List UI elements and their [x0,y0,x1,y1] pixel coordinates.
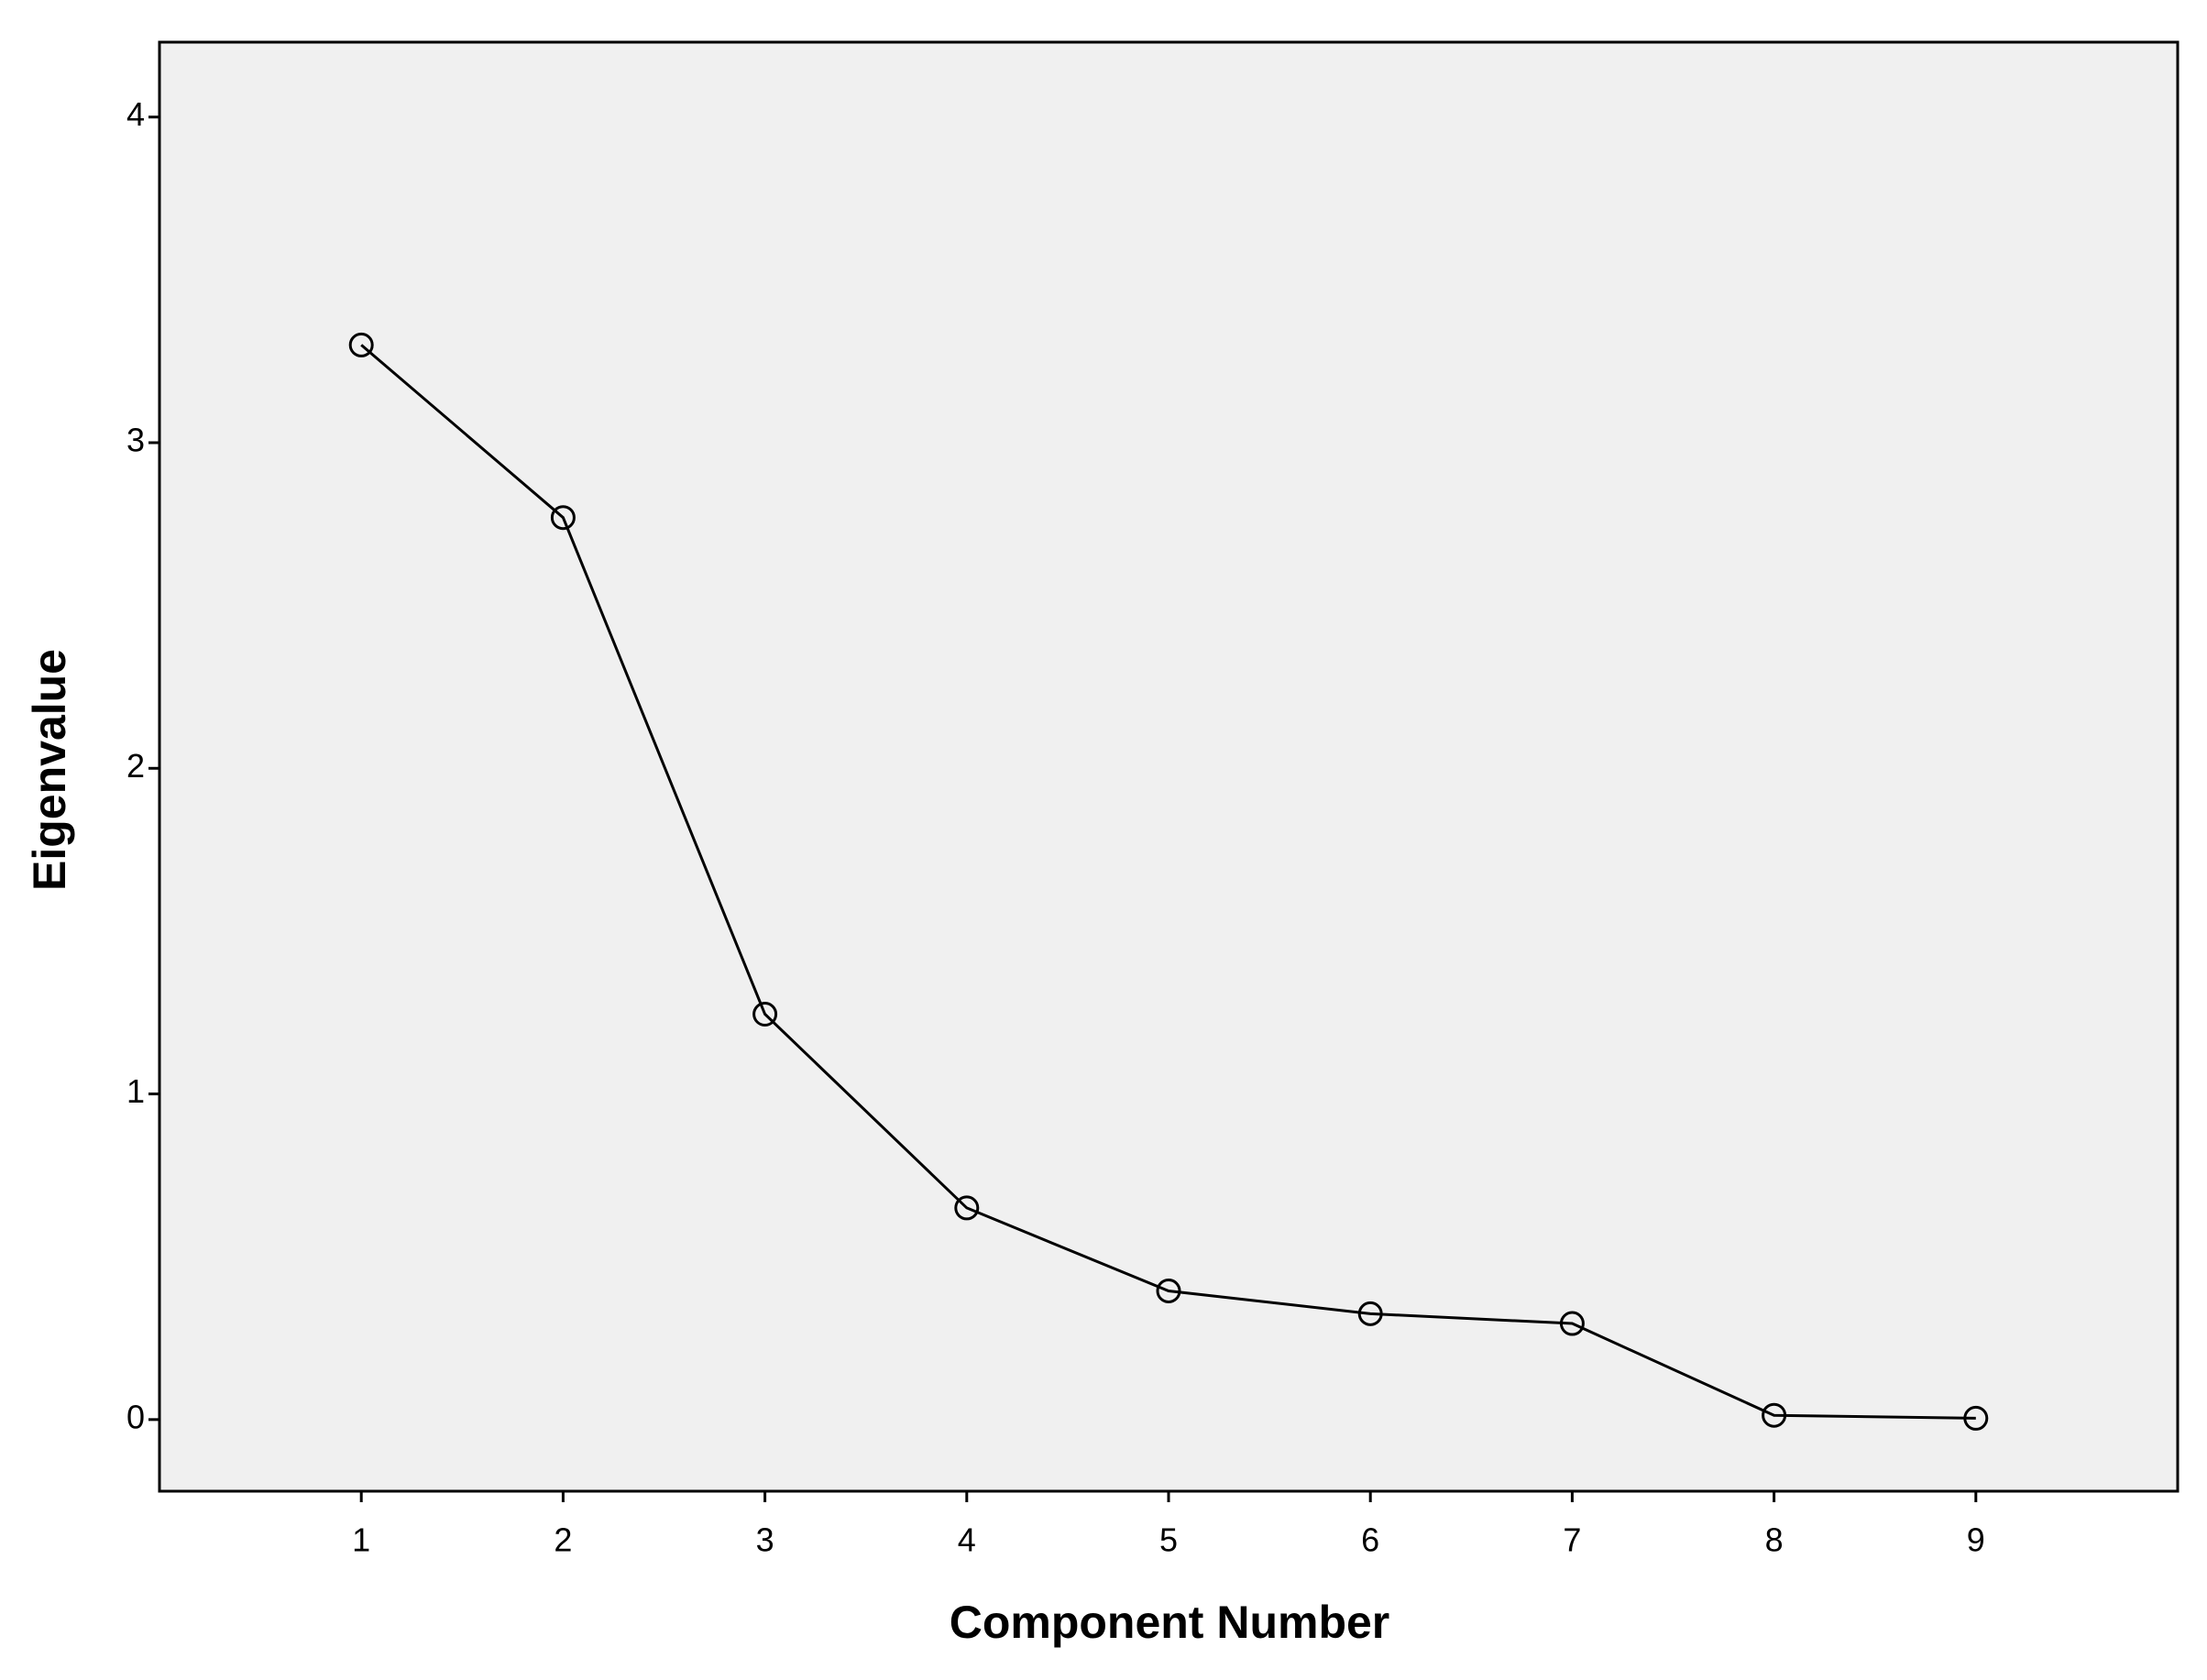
x-axis-title: Component Number [950,1597,1390,1648]
x-tick-label: 3 [756,1521,774,1559]
plot-area [158,40,2180,1493]
y-tick-label: 2 [126,747,145,785]
series-line [360,344,1976,1420]
x-tick-label: 8 [1765,1521,1784,1559]
y-axis-title: Eigenvalue [24,649,75,891]
data-point [1357,1301,1383,1326]
x-tick-label: 5 [1159,1521,1178,1559]
data-point [1963,1405,1989,1431]
y-tick-label: 4 [126,95,145,133]
data-point [550,505,576,531]
data-point [954,1195,980,1221]
data-point [348,332,374,357]
y-tick-label: 3 [126,422,145,459]
data-point [1156,1279,1181,1304]
x-tick-label: 7 [1563,1521,1581,1559]
x-tick-label: 6 [1361,1521,1379,1559]
y-tick-label: 1 [126,1072,145,1110]
x-tick-label: 9 [1967,1521,1985,1559]
y-tick-label: 0 [126,1398,145,1435]
x-tick-label: 2 [554,1521,572,1559]
data-point [1559,1311,1585,1336]
data-point [1762,1402,1787,1428]
x-tick-label: 4 [958,1521,976,1559]
data-point [752,1002,778,1027]
x-tick-label: 1 [352,1521,370,1559]
